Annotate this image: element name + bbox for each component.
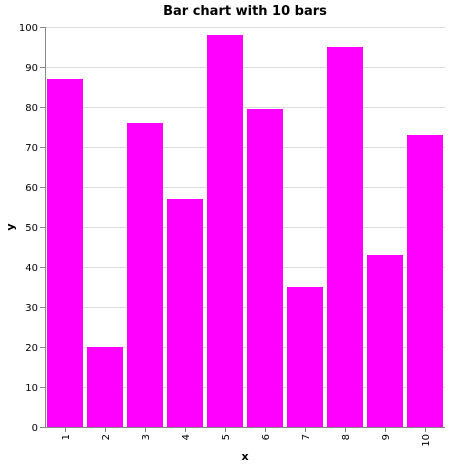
bar-9 xyxy=(367,255,403,427)
y-tick-label: 90 xyxy=(25,63,38,74)
bar-6 xyxy=(247,109,283,427)
bar-1 xyxy=(47,79,83,427)
axes xyxy=(45,27,445,428)
x-tick-label: 2 xyxy=(101,434,112,440)
bar-7 xyxy=(287,287,323,427)
bar-10 xyxy=(407,135,443,427)
y-axis-title: y xyxy=(4,223,17,230)
bar-4 xyxy=(167,199,203,427)
chart-title: Bar chart with 10 bars xyxy=(163,4,327,19)
x-tick-label: 3 xyxy=(141,434,152,440)
y-tick-label: 20 xyxy=(25,343,38,354)
x-tick-label: 7 xyxy=(301,434,312,440)
x-tick-label: 4 xyxy=(181,434,192,440)
y-tick-label: 40 xyxy=(25,263,38,274)
y-tick-label: 10 xyxy=(25,383,38,394)
bar-2 xyxy=(87,347,123,427)
x-tick-label: 5 xyxy=(221,434,232,440)
x-tick-label: 10 xyxy=(421,434,432,447)
y-tick-label: 0 xyxy=(32,423,38,434)
y-tick-label: 70 xyxy=(25,143,38,154)
y-tick-label: 100 xyxy=(19,23,38,34)
y-tick-label: 50 xyxy=(25,223,38,234)
bar-3 xyxy=(127,123,163,427)
x-tick-label: 1 xyxy=(61,434,72,440)
x-axis-title: x xyxy=(241,450,248,463)
y-tick-label: 30 xyxy=(25,303,38,314)
y-tick-label: 60 xyxy=(25,183,38,194)
y-tick-label: 80 xyxy=(25,103,38,114)
bars xyxy=(47,35,443,427)
x-axis-ticks: 1 2 3 4 5 6 7 8 9 10 xyxy=(61,427,432,447)
x-tick-label: 9 xyxy=(381,434,392,440)
x-tick-label: 6 xyxy=(261,434,272,440)
bar-8 xyxy=(327,47,363,427)
y-axis-ticks: 0 10 20 30 40 50 60 70 80 90 100 xyxy=(19,23,45,434)
bar-5 xyxy=(207,35,243,427)
x-tick-label: 8 xyxy=(341,434,352,440)
